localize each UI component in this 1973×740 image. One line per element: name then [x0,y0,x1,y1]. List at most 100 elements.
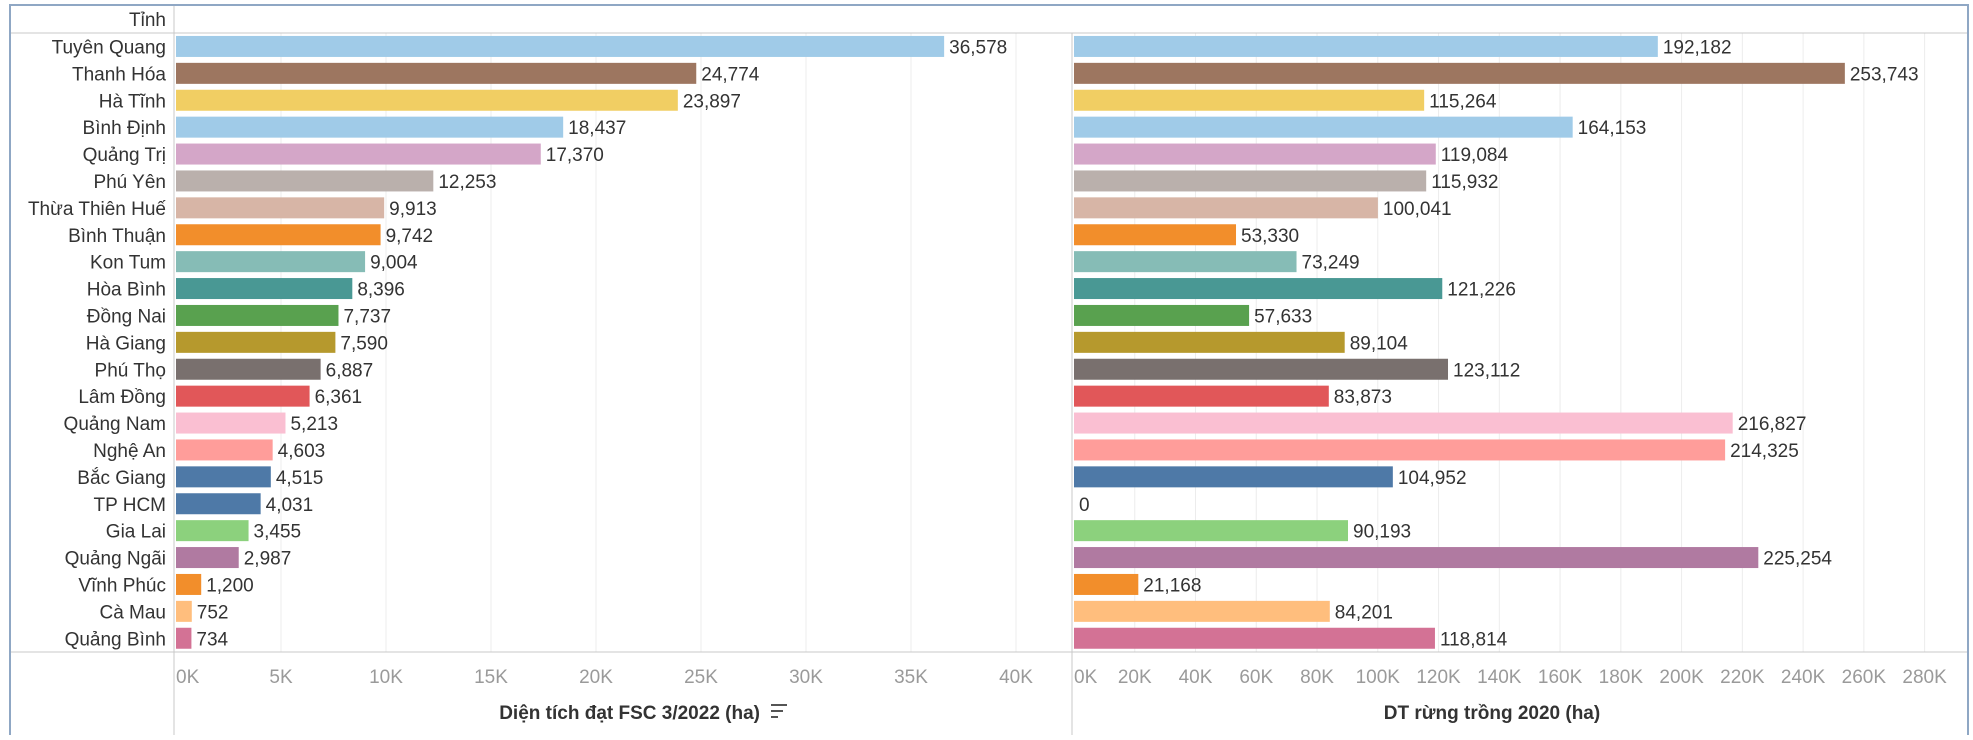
category-label: Thừa Thiên Huế [28,199,166,220]
category-label: Bình Thuận [68,226,166,247]
bar-value-label: 73,249 [1302,253,1360,274]
bar-value-label: 0 [1079,495,1090,516]
bar-value-label: 53,330 [1241,226,1299,247]
bar[interactable] [176,358,321,380]
bar[interactable] [1074,251,1297,273]
bar-value-label: 9,913 [389,199,437,220]
category-label: Cà Mau [99,602,166,623]
bar[interactable] [176,385,310,407]
bar[interactable] [1074,600,1330,622]
bar[interactable] [176,304,339,326]
bar-value-label: 1,200 [206,575,254,596]
bar-value-label: 57,633 [1254,306,1312,327]
bar[interactable] [1074,62,1845,84]
bar-value-label: 119,084 [1441,145,1509,166]
x-tick-label: 5K [269,667,293,688]
axis-title-planted-forest: DT rừng trồng 2020 (ha) [1384,703,1600,724]
category-label: Kon Tum [90,253,166,274]
bar-value-label: 2,987 [244,549,292,570]
category-label: Quảng Bình [65,629,166,650]
bar-value-label: 123,112 [1453,360,1520,381]
axis-layer: 0K 5K 10K 15K 20K 25K 30K 35K 40K 0K 20K 40K 60K 80K 1… [176,667,1947,688]
bar[interactable] [176,547,239,569]
bar-value-label: 253,743 [1850,64,1919,85]
category-label: Bình Định [83,118,166,139]
x-tick-label: 160K [1538,667,1583,688]
x-tick-label: 10K [369,667,403,688]
bar-value-label: 214,325 [1730,441,1799,462]
bar[interactable] [1074,547,1759,569]
bar[interactable] [1074,385,1329,407]
bar[interactable] [176,251,366,273]
bar[interactable] [1074,573,1139,595]
bar[interactable] [1074,466,1393,488]
bar[interactable] [1074,331,1345,353]
bar[interactable] [1074,358,1449,380]
x-tick-label: 20K [1118,667,1152,688]
bar[interactable] [176,412,286,434]
bar-value-label: 104,952 [1398,468,1467,489]
bar-value-label: 118,814 [1440,629,1508,650]
bar-value-label: 18,437 [568,118,626,139]
bar[interactable] [1074,116,1573,138]
sort-descending-icon[interactable] [771,704,787,718]
bar[interactable] [1074,197,1378,219]
bar[interactable] [1074,439,1726,461]
x-tick-label: 260K [1842,667,1887,688]
bar[interactable] [176,331,336,353]
bar[interactable] [176,143,541,165]
bar-value-label: 192,182 [1663,37,1732,58]
bar-value-label: 23,897 [683,91,741,112]
x-tick-label: 40K [999,667,1033,688]
bar[interactable] [176,116,564,138]
category-label: Đồng Nai [87,306,166,327]
bar[interactable] [176,170,434,192]
bar[interactable] [1074,412,1733,434]
x-tick-label: 35K [894,667,928,688]
category-label: Phú Yên [93,172,166,193]
bar[interactable] [1074,278,1443,300]
bar[interactable] [1074,170,1427,192]
bar-value-label: 9,742 [386,226,434,247]
bar-value-label: 7,590 [340,333,388,354]
x-tick-label: 240K [1781,667,1826,688]
x-tick-label: 0K [1074,667,1098,688]
category-label: Hà Giang [86,333,166,354]
bar[interactable] [176,600,192,622]
bar[interactable] [176,439,273,461]
x-tick-label: 200K [1659,667,1704,688]
bar[interactable] [176,466,271,488]
bar-value-label: 6,361 [315,387,363,408]
category-label: Quảng Nam [64,414,166,435]
bar[interactable] [1074,143,1436,165]
category-label: Quảng Trị [83,145,166,166]
bar[interactable] [176,224,381,246]
bar[interactable] [176,278,353,300]
bar[interactable] [176,35,945,57]
bar[interactable] [1074,520,1349,542]
category-label: Quảng Ngãi [65,549,166,570]
bar[interactable] [176,62,697,84]
bar-value-label: 8,396 [357,280,405,301]
bar[interactable] [1074,304,1250,326]
bar[interactable] [176,573,202,595]
bar[interactable] [176,197,385,219]
bar[interactable] [1074,89,1425,111]
bar-value-label: 734 [196,629,228,650]
bar-value-label: 83,873 [1334,387,1392,408]
bar-value-label: 90,193 [1353,522,1411,543]
bar[interactable] [176,493,261,515]
bar-value-label: 4,515 [276,468,324,489]
bar[interactable] [1074,627,1435,649]
category-label: Hòa Bình [87,280,166,301]
bar-value-label: 752 [197,602,229,623]
bar[interactable] [1074,35,1658,57]
category-label: Hà Tĩnh [99,91,166,112]
bar[interactable] [176,520,249,542]
x-tick-label: 60K [1239,667,1273,688]
bar[interactable] [176,627,192,649]
bar[interactable] [1074,224,1237,246]
bar[interactable] [176,89,678,111]
bar-value-label: 6,887 [326,360,374,381]
